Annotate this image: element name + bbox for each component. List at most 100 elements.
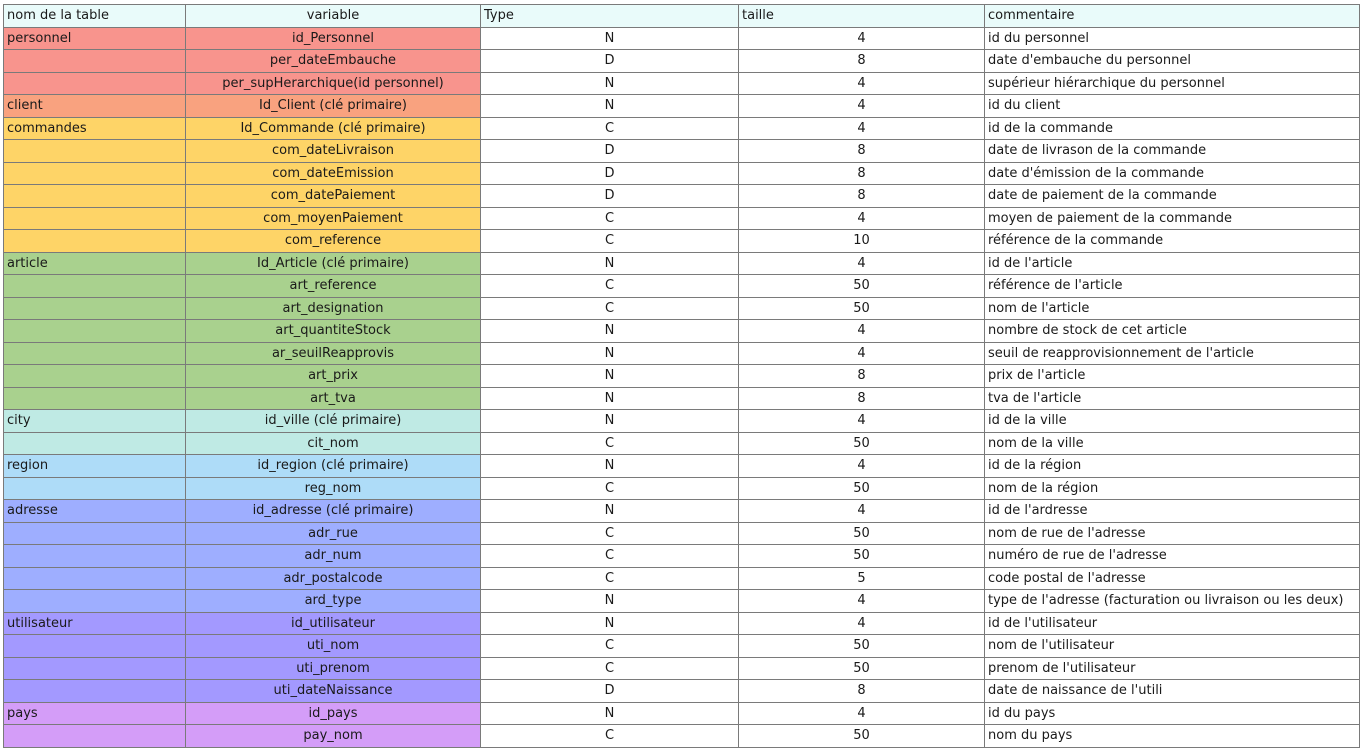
table-name-cell <box>3 656 186 680</box>
size-cell: 50 <box>738 521 985 545</box>
table-row: article Id_Article (clé primaire) N 4 id de … <box>3 251 1360 275</box>
type-cell: C <box>480 116 739 140</box>
size-cell: 4 <box>738 589 985 613</box>
table-name-cell: personnel <box>3 26 186 50</box>
comment-cell: nom de l'article <box>984 296 1360 320</box>
table-row: uti_dateNaissance D 8 date de naissance de … <box>3 679 1360 703</box>
header-variable: variable <box>185 4 481 28</box>
table-row: city id_ville (clé primaire) N 4 id de la vi… <box>3 409 1360 433</box>
table-name-cell: pays <box>3 701 186 725</box>
variable-cell: com_moyenPaiement <box>185 206 481 230</box>
table-name-cell <box>3 341 186 365</box>
size-cell: 8 <box>738 49 985 73</box>
comment-cell: date d'émission de la commande <box>984 161 1360 185</box>
table-row: art_prix N 8 prix de l'article <box>3 364 1360 388</box>
size-cell: 4 <box>738 94 985 118</box>
comment-cell: id de la commande <box>984 116 1360 140</box>
table-row: pays id_pays N 4 id du pays <box>3 701 1360 725</box>
variable-cell: art_tva <box>185 386 481 410</box>
variable-cell: id_adresse (clé primaire) <box>185 499 481 523</box>
table-name-cell <box>3 634 186 658</box>
variable-cell: uti_nom <box>185 634 481 658</box>
size-cell: 4 <box>738 454 985 478</box>
variable-cell: uti_prenom <box>185 656 481 680</box>
table-name-cell <box>3 364 186 388</box>
type-cell: N <box>480 364 739 388</box>
table-name-cell <box>3 521 186 545</box>
table-row: adr_rue C 50 nom de rue de l'adresse <box>3 521 1360 545</box>
variable-cell: id_utilisateur <box>185 611 481 635</box>
table-row: uti_prenom C 50 prenom de l'utilisateur <box>3 656 1360 680</box>
table-row: adresse id_adresse (clé primaire) N 4 id de … <box>3 499 1360 523</box>
size-cell: 4 <box>738 701 985 725</box>
header-size: taille <box>738 4 985 28</box>
table-name-cell <box>3 319 186 343</box>
size-cell: 50 <box>738 656 985 680</box>
table-name-cell <box>3 589 186 613</box>
type-cell: C <box>480 566 739 590</box>
comment-cell: supérieur hiérarchique du personnel <box>984 71 1360 95</box>
size-cell: 8 <box>738 139 985 163</box>
table-row: com_dateLivraison D 8 date de livrason de l… <box>3 139 1360 163</box>
size-cell: 4 <box>738 409 985 433</box>
table-name-cell <box>3 71 186 95</box>
comment-cell: numéro de rue de l'adresse <box>984 544 1360 568</box>
variable-cell: id_pays <box>185 701 481 725</box>
type-cell: D <box>480 139 739 163</box>
comment-cell: id de la région <box>984 454 1360 478</box>
variable-cell: per_dateEmbauche <box>185 49 481 73</box>
variable-cell: pay_nom <box>185 724 481 748</box>
table-row: utilisateur id_utilisateur N 4 id de l'utili… <box>3 611 1360 635</box>
comment-cell: nom de rue de l'adresse <box>984 521 1360 545</box>
table-name-cell <box>3 544 186 568</box>
data-dictionary-table: nom de la table variable Type taille com… <box>3 4 1360 748</box>
size-cell: 50 <box>738 274 985 298</box>
comment-cell: référence de l'article <box>984 274 1360 298</box>
table-name-cell <box>3 184 186 208</box>
table-name-cell <box>3 386 186 410</box>
table-name-cell <box>3 139 186 163</box>
type-cell: D <box>480 184 739 208</box>
size-cell: 50 <box>738 296 985 320</box>
table-name-cell <box>3 206 186 230</box>
table-name-cell <box>3 274 186 298</box>
table-name-cell: client <box>3 94 186 118</box>
variable-cell: ard_type <box>185 589 481 613</box>
comment-cell: nom du pays <box>984 724 1360 748</box>
variable-cell: art_prix <box>185 364 481 388</box>
table-name-cell <box>3 476 186 500</box>
comment-cell: date d'embauche du personnel <box>984 49 1360 73</box>
size-cell: 8 <box>738 364 985 388</box>
type-cell: N <box>480 499 739 523</box>
table-name-cell <box>3 296 186 320</box>
type-cell: N <box>480 71 739 95</box>
table-name-cell <box>3 161 186 185</box>
type-cell: N <box>480 94 739 118</box>
comment-cell: nom de la ville <box>984 431 1360 455</box>
table-row: com_dateEmission D 8 date d'émission de la … <box>3 161 1360 185</box>
table-row: art_reference C 50 référence de l'article <box>3 274 1360 298</box>
type-cell: C <box>480 634 739 658</box>
type-cell: C <box>480 206 739 230</box>
table-row: com_datePaiement D 8 date de paiement de la… <box>3 184 1360 208</box>
size-cell: 4 <box>738 251 985 275</box>
header-row: nom de la table variable Type taille com… <box>3 4 1360 28</box>
comment-cell: type de l'adresse (facturation ou livrai… <box>984 589 1360 613</box>
size-cell: 8 <box>738 679 985 703</box>
type-cell: C <box>480 296 739 320</box>
variable-cell: reg_nom <box>185 476 481 500</box>
table-name-cell <box>3 566 186 590</box>
type-cell: N <box>480 409 739 433</box>
type-cell: C <box>480 229 739 253</box>
header-table-name: nom de la table <box>3 4 186 28</box>
variable-cell: id_Personnel <box>185 26 481 50</box>
comment-cell: date de paiement de la commande <box>984 184 1360 208</box>
size-cell: 50 <box>738 476 985 500</box>
comment-cell: référence de la commande <box>984 229 1360 253</box>
type-cell: N <box>480 251 739 275</box>
comment-cell: id de la ville <box>984 409 1360 433</box>
type-cell: D <box>480 49 739 73</box>
variable-cell: com_dateEmission <box>185 161 481 185</box>
size-cell: 50 <box>738 634 985 658</box>
comment-cell: id de l'utilisateur <box>984 611 1360 635</box>
